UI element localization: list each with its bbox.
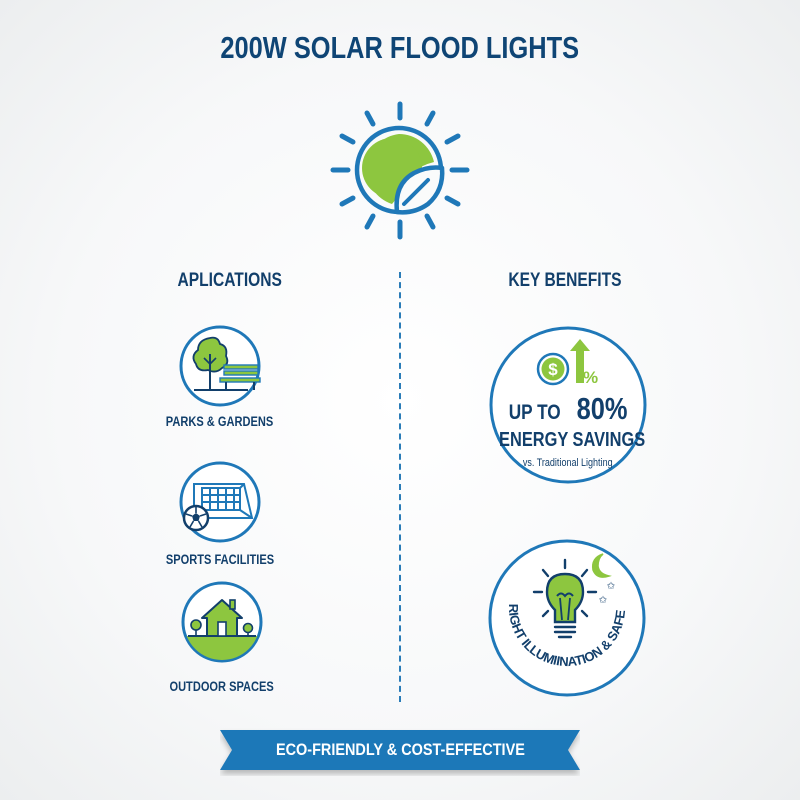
park-bench-tree-icon — [179, 325, 261, 407]
svg-text:%: % — [583, 368, 598, 387]
applications-heading: APLICATIONS — [177, 270, 283, 291]
ribbon-shape — [220, 730, 580, 770]
application-item-parks — [178, 324, 262, 408]
application-label-sports: SPORTS FACILITIES — [165, 552, 275, 567]
sun-leaf-icon — [330, 101, 470, 240]
svg-text:✩: ✩ — [599, 595, 608, 606]
application-item-outdoor — [180, 580, 264, 664]
energy-savings-headline: UP TO 80% — [508, 391, 628, 426]
lightbulb-moon-stars-icon: ✩ ✩ BRIGHT ILLUMIINATION & SAFETY — [482, 526, 646, 697]
column-divider — [399, 272, 401, 702]
benefit-circle-outline — [489, 326, 647, 484]
svg-text:✩: ✩ — [607, 581, 616, 592]
energy-savings-label: ENERGY SAVINGS — [499, 429, 646, 451]
page-title: 200W SOLAR FLOOD LIGHTS — [220, 30, 580, 65]
application-label-outdoor: OUTDOOR SPACES — [169, 679, 275, 694]
house-trees-icon — [181, 581, 263, 663]
eco-banner-label: ECO-FRIENDLY & COST-EFFECTIVE — [275, 740, 525, 759]
benefits-heading: KEY BENEFITS — [508, 270, 622, 291]
benefit-energy-savings: $ % UP TO 80% ENERGY SAVINGS vs. Traditi… — [488, 325, 648, 485]
benefit-illumination-safety: ✩ ✩ BRIGHT ILLUMIINATION & SAFETY — [482, 526, 647, 698]
application-item-sports — [178, 460, 262, 544]
svg-text:$: $ — [548, 360, 558, 379]
soccer-goal-ball-icon — [179, 461, 261, 543]
dollar-arrow-percent-icon: $ % — [536, 339, 598, 387]
energy-savings-note: vs. Traditional Lighting — [523, 457, 613, 469]
eco-banner: ECO-FRIENDLY & COST-EFFECTIVE — [220, 728, 580, 772]
application-label-parks: PARKS & GARDENS — [166, 414, 274, 429]
